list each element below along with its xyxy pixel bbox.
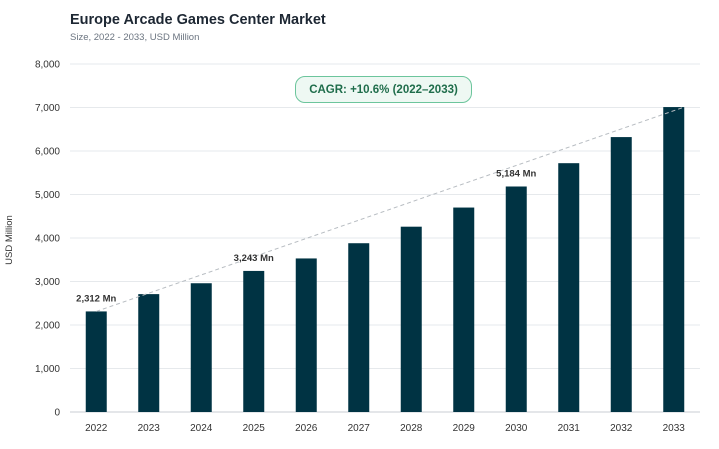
- bar: [505, 186, 527, 412]
- bar: [610, 137, 632, 412]
- bar: [453, 207, 475, 412]
- trend-line: [96, 106, 685, 312]
- x-tick-label: 2023: [138, 423, 161, 434]
- y-tick-label: 1,000: [35, 364, 60, 375]
- x-tick-label: 2029: [453, 423, 476, 434]
- bar: [348, 243, 370, 412]
- y-tick-label: 8,000: [35, 60, 60, 71]
- x-tick-label: 2033: [663, 423, 686, 434]
- x-tick-label: 2032: [610, 423, 633, 434]
- x-tick-label: 2027: [348, 423, 371, 434]
- bar: [558, 163, 580, 412]
- chart-title: Europe Arcade Games Center Market: [70, 12, 326, 28]
- bar: [85, 311, 107, 412]
- x-tick-label: 2028: [400, 423, 423, 434]
- y-tick-label: 3,000: [35, 277, 60, 288]
- x-tick-label: 2025: [243, 423, 266, 434]
- bar: [243, 270, 265, 412]
- data-label: 2,312 Mn: [76, 293, 116, 304]
- data-label: 5,184 Mn: [496, 168, 536, 179]
- y-tick-label: 6,000: [35, 147, 60, 158]
- bar: [295, 258, 317, 412]
- x-tick-label: 2026: [295, 423, 318, 434]
- bar: [400, 226, 422, 412]
- y-tick-label: 0: [54, 408, 60, 419]
- chart-subtitle: Size, 2022 - 2033, USD Million: [70, 32, 200, 43]
- x-tick-label: 2022: [85, 423, 108, 434]
- y-tick-label: 4,000: [35, 234, 60, 245]
- y-tick-label: 7,000: [35, 103, 60, 114]
- bar: [138, 294, 160, 412]
- data-label: 3,243 Mn: [234, 253, 274, 264]
- bar: [663, 107, 685, 412]
- bar: [190, 283, 212, 412]
- cagr-annotation: CAGR: +10.6% (2022–2033): [295, 76, 472, 103]
- x-tick-label: 2031: [558, 423, 581, 434]
- x-tick-label: 2030: [505, 423, 528, 434]
- x-tick-label: 2024: [190, 423, 213, 434]
- y-tick-label: 2,000: [35, 321, 60, 332]
- y-tick-label: 5,000: [35, 190, 60, 201]
